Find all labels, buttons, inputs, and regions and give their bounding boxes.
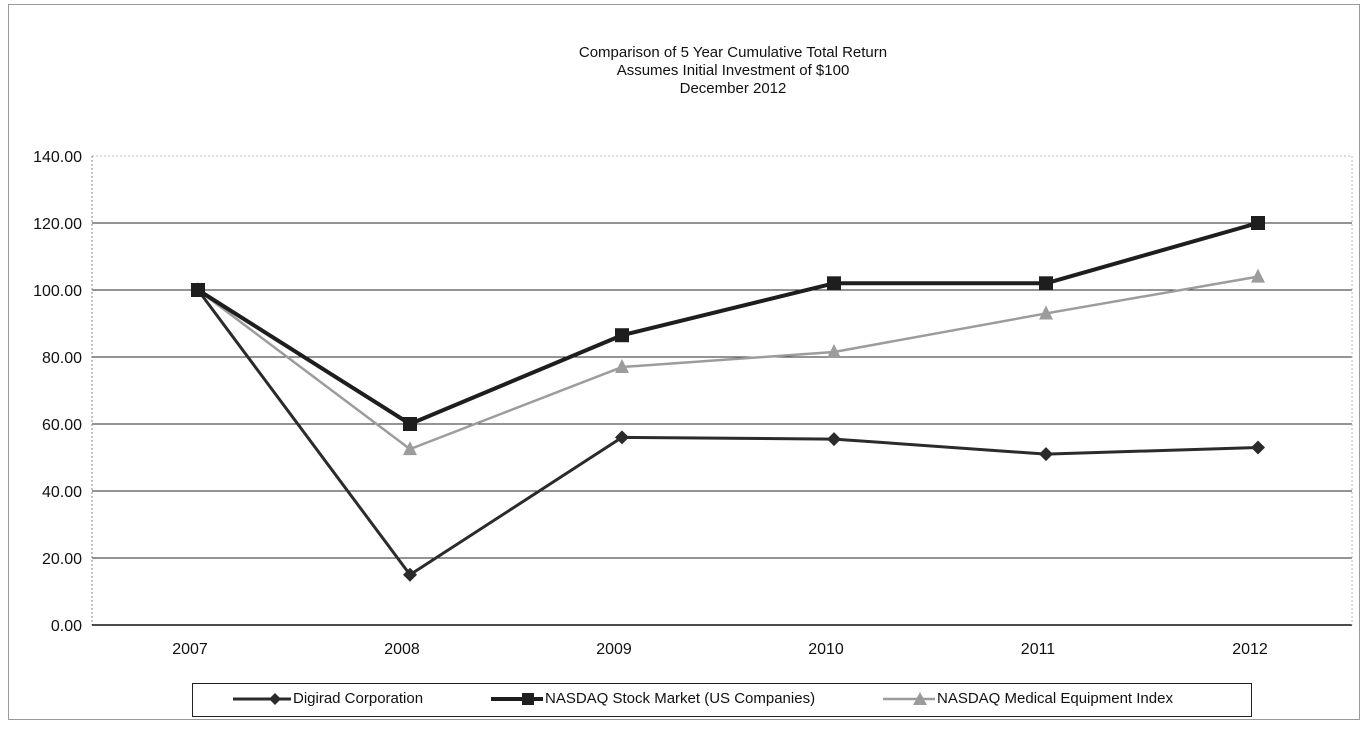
series-line bbox=[197, 275, 1259, 451]
legend-marker-diamond-icon bbox=[233, 692, 291, 705]
data-point-diamond bbox=[827, 432, 841, 447]
y-tick-label: 40.00 bbox=[42, 484, 82, 501]
legend-item-nasdaq-stock: NASDAQ Stock Market (US Companies) bbox=[491, 690, 815, 707]
data-point-triangle bbox=[1251, 268, 1265, 283]
chart-frame bbox=[8, 4, 1360, 720]
data-point-square bbox=[615, 328, 629, 343]
data-point-diamond bbox=[1251, 440, 1265, 455]
data-point-diamond bbox=[1039, 447, 1053, 462]
y-tick-label: 80.00 bbox=[42, 350, 82, 367]
title-line-1: Comparison of 5 Year Cumulative Total Re… bbox=[578, 44, 888, 61]
title-line-2: Assumes Initial Investment of $100 bbox=[616, 62, 850, 79]
data-point-square bbox=[403, 417, 417, 431]
data-point-square bbox=[191, 283, 205, 297]
x-tick-label: 2012 bbox=[1232, 641, 1268, 658]
y-tick-label: 20.00 bbox=[42, 551, 82, 568]
legend-marker-square-icon bbox=[491, 692, 543, 705]
x-tick-label: 2011 bbox=[1021, 641, 1056, 658]
legend-item-nasdaq-medical: NASDAQ Medical Equipment Index bbox=[883, 690, 1173, 707]
series-line bbox=[196, 289, 1259, 577]
data-point-triangle bbox=[827, 343, 841, 358]
legend-label-digirad: Digirad Corporation bbox=[293, 690, 424, 707]
x-tick-label: 2010 bbox=[808, 641, 844, 658]
y-tick-label: 100.00 bbox=[33, 283, 82, 300]
chart-title: Comparison of 5 Year Cumulative Total Re… bbox=[0, 44, 1368, 98]
data-point-square bbox=[1251, 216, 1265, 230]
series-line bbox=[196, 221, 1259, 426]
data-point-square bbox=[827, 276, 841, 291]
data-point-triangle bbox=[1039, 305, 1053, 320]
y-tick-label: 60.00 bbox=[42, 417, 82, 434]
axes: 0.00 20.00 40.00 60.00 80.00 100.00 120.00 140.… bbox=[33, 149, 1353, 658]
legend-item-digirad: Digirad Corporation bbox=[233, 690, 423, 707]
legend-label-nasdaq-stock: NASDAQ Stock Market (US Companies) bbox=[545, 690, 816, 707]
legend-label-nasdaq-medical: NASDAQ Medical Equipment Index bbox=[937, 690, 1173, 707]
x-tick-label: 2009 bbox=[596, 641, 632, 658]
data-point-triangle bbox=[615, 359, 629, 374]
series-layer bbox=[191, 216, 1265, 582]
data-point-square bbox=[1039, 276, 1053, 291]
data-point-triangle bbox=[403, 441, 417, 456]
legend: Digirad Corporation NASDAQ Stock Market … bbox=[192, 683, 1252, 717]
x-tick-label: 2008 bbox=[384, 641, 420, 658]
gridlines bbox=[92, 155, 1352, 559]
y-tick-label: 140.00 bbox=[33, 149, 82, 166]
x-tick-label: 2007 bbox=[172, 641, 208, 658]
legend-marker-triangle-icon bbox=[883, 691, 935, 705]
y-tick-label: 0.00 bbox=[51, 618, 82, 635]
data-point-diamond bbox=[403, 567, 417, 582]
title-line-3: December 2012 bbox=[679, 80, 787, 97]
y-tick-label: 120.00 bbox=[33, 216, 82, 233]
data-point-diamond bbox=[615, 430, 629, 445]
